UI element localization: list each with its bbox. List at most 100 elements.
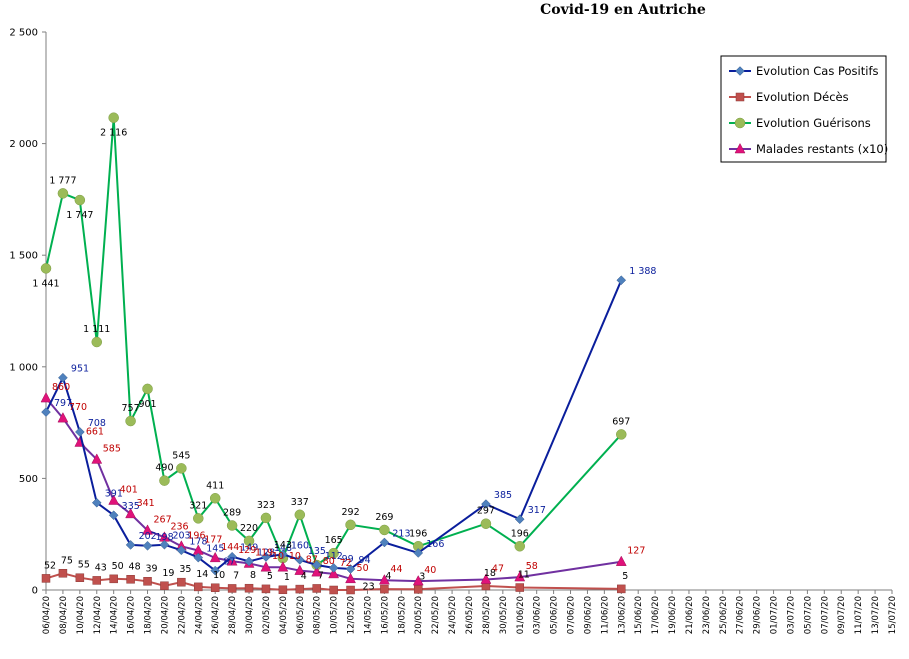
data-point (413, 585, 423, 594)
data-point (209, 551, 221, 563)
x-tick-label: 17/06/20 (651, 596, 661, 634)
data-label: 10 (289, 551, 301, 562)
data-label: 951 (71, 364, 89, 375)
x-tick-label: 03/07/20 (786, 596, 796, 634)
x-tick-label: 08/05/20 (313, 596, 323, 634)
data-label: 198 (156, 532, 174, 543)
data-label: 321 (189, 500, 207, 511)
data-label: 127 (627, 546, 645, 557)
data-label: 75 (61, 555, 73, 566)
x-tick-label: 30/04/20 (245, 596, 255, 634)
data-point (109, 574, 118, 584)
x-tick-label: 29/06/20 (753, 596, 763, 634)
data-label: 47 (492, 564, 504, 575)
data-point (734, 117, 746, 129)
data-point (177, 577, 186, 587)
data-label: 94 (359, 555, 371, 566)
data-point (480, 573, 492, 584)
data-label: 18 (484, 568, 496, 579)
data-label: 129 (238, 545, 256, 556)
data-point (91, 336, 103, 348)
data-point (735, 66, 745, 76)
x-tick-label: 23/06/20 (702, 596, 712, 634)
data-label: 4 (385, 571, 391, 582)
data-point (227, 551, 237, 562)
x-tick-label: 26/05/20 (465, 596, 475, 634)
x-tick-label: 16/04/20 (127, 596, 137, 634)
data-label: 178 (189, 536, 207, 547)
data-point (378, 574, 390, 585)
data-point (227, 584, 237, 593)
data-label: 1 777 (49, 175, 76, 186)
data-label: 35 (179, 564, 191, 575)
data-label: 5 (267, 571, 273, 582)
data-label: 39 (145, 563, 157, 574)
data-point (176, 545, 187, 556)
data-label: 196 (511, 528, 529, 539)
series-layer (40, 112, 627, 595)
data-point (294, 555, 305, 565)
data-point (615, 555, 627, 566)
data-point (278, 585, 288, 595)
data-label: 44 (390, 564, 402, 575)
data-point (260, 512, 272, 524)
x-tick-label: 30/05/20 (499, 596, 509, 634)
data-label: 50 (112, 561, 124, 572)
y-tick-label: 2 000 (9, 139, 38, 150)
data-point (311, 566, 323, 577)
data-label: 1 747 (66, 210, 93, 221)
data-label: 385 (494, 490, 512, 501)
x-tick-label: 10/04/20 (76, 596, 86, 634)
data-label: 1 441 (32, 278, 59, 289)
data-point (57, 412, 69, 423)
data-point (125, 415, 136, 427)
data-label: 58 (526, 561, 538, 572)
data-point (193, 513, 204, 524)
data-label: 14 (196, 569, 208, 580)
data-point (345, 519, 356, 531)
x-tick-label: 28/04/20 (228, 596, 238, 634)
data-label: 160 (291, 540, 309, 551)
data-point (91, 497, 102, 508)
data-label: 7 (233, 570, 239, 581)
data-label: 5 (622, 571, 628, 582)
data-label: 213 (392, 528, 410, 539)
x-tick-label: 15/07/20 (888, 596, 898, 634)
data-label: 901 (138, 399, 156, 410)
x-tick-label: 09/07/20 (837, 596, 847, 634)
data-label: 292 (341, 507, 359, 518)
data-point (294, 509, 306, 521)
x-tick-label: 13/06/20 (617, 596, 627, 634)
data-point (617, 584, 626, 594)
data-point (328, 547, 339, 559)
data-label: 1 (284, 572, 290, 583)
data-label: 52 (44, 560, 56, 571)
data-label: 220 (240, 523, 258, 534)
x-tick-label: 03/06/20 (533, 596, 543, 634)
series-line (45, 117, 623, 567)
data-point (176, 463, 187, 474)
x-tick-label: 05/06/20 (550, 596, 560, 634)
y-tick-label: 1 500 (9, 251, 38, 262)
x-tick-label: 13/07/20 (871, 596, 881, 634)
data-label: 50 (357, 563, 369, 574)
data-point (193, 552, 204, 563)
series-3 (40, 392, 627, 586)
data-label: 7 (318, 570, 324, 581)
data-point (261, 584, 271, 594)
data-point (514, 514, 525, 525)
data-label: 23 (363, 581, 375, 592)
data-label: 4 (301, 571, 307, 582)
legend-entry: Evolution Cas Positifs (756, 64, 879, 78)
data-point (278, 549, 288, 560)
data-point (143, 577, 152, 586)
x-tick-label: 12/04/20 (93, 596, 103, 634)
data-point (328, 567, 340, 579)
data-label: 87 (306, 555, 318, 566)
x-tick-label: 06/04/20 (42, 596, 52, 634)
data-label: 48 (129, 561, 141, 572)
y-tick-label: 0 (32, 586, 38, 597)
x-tick-label: 14/04/20 (110, 596, 120, 634)
data-point (125, 507, 137, 519)
data-label: 202 (139, 531, 157, 542)
